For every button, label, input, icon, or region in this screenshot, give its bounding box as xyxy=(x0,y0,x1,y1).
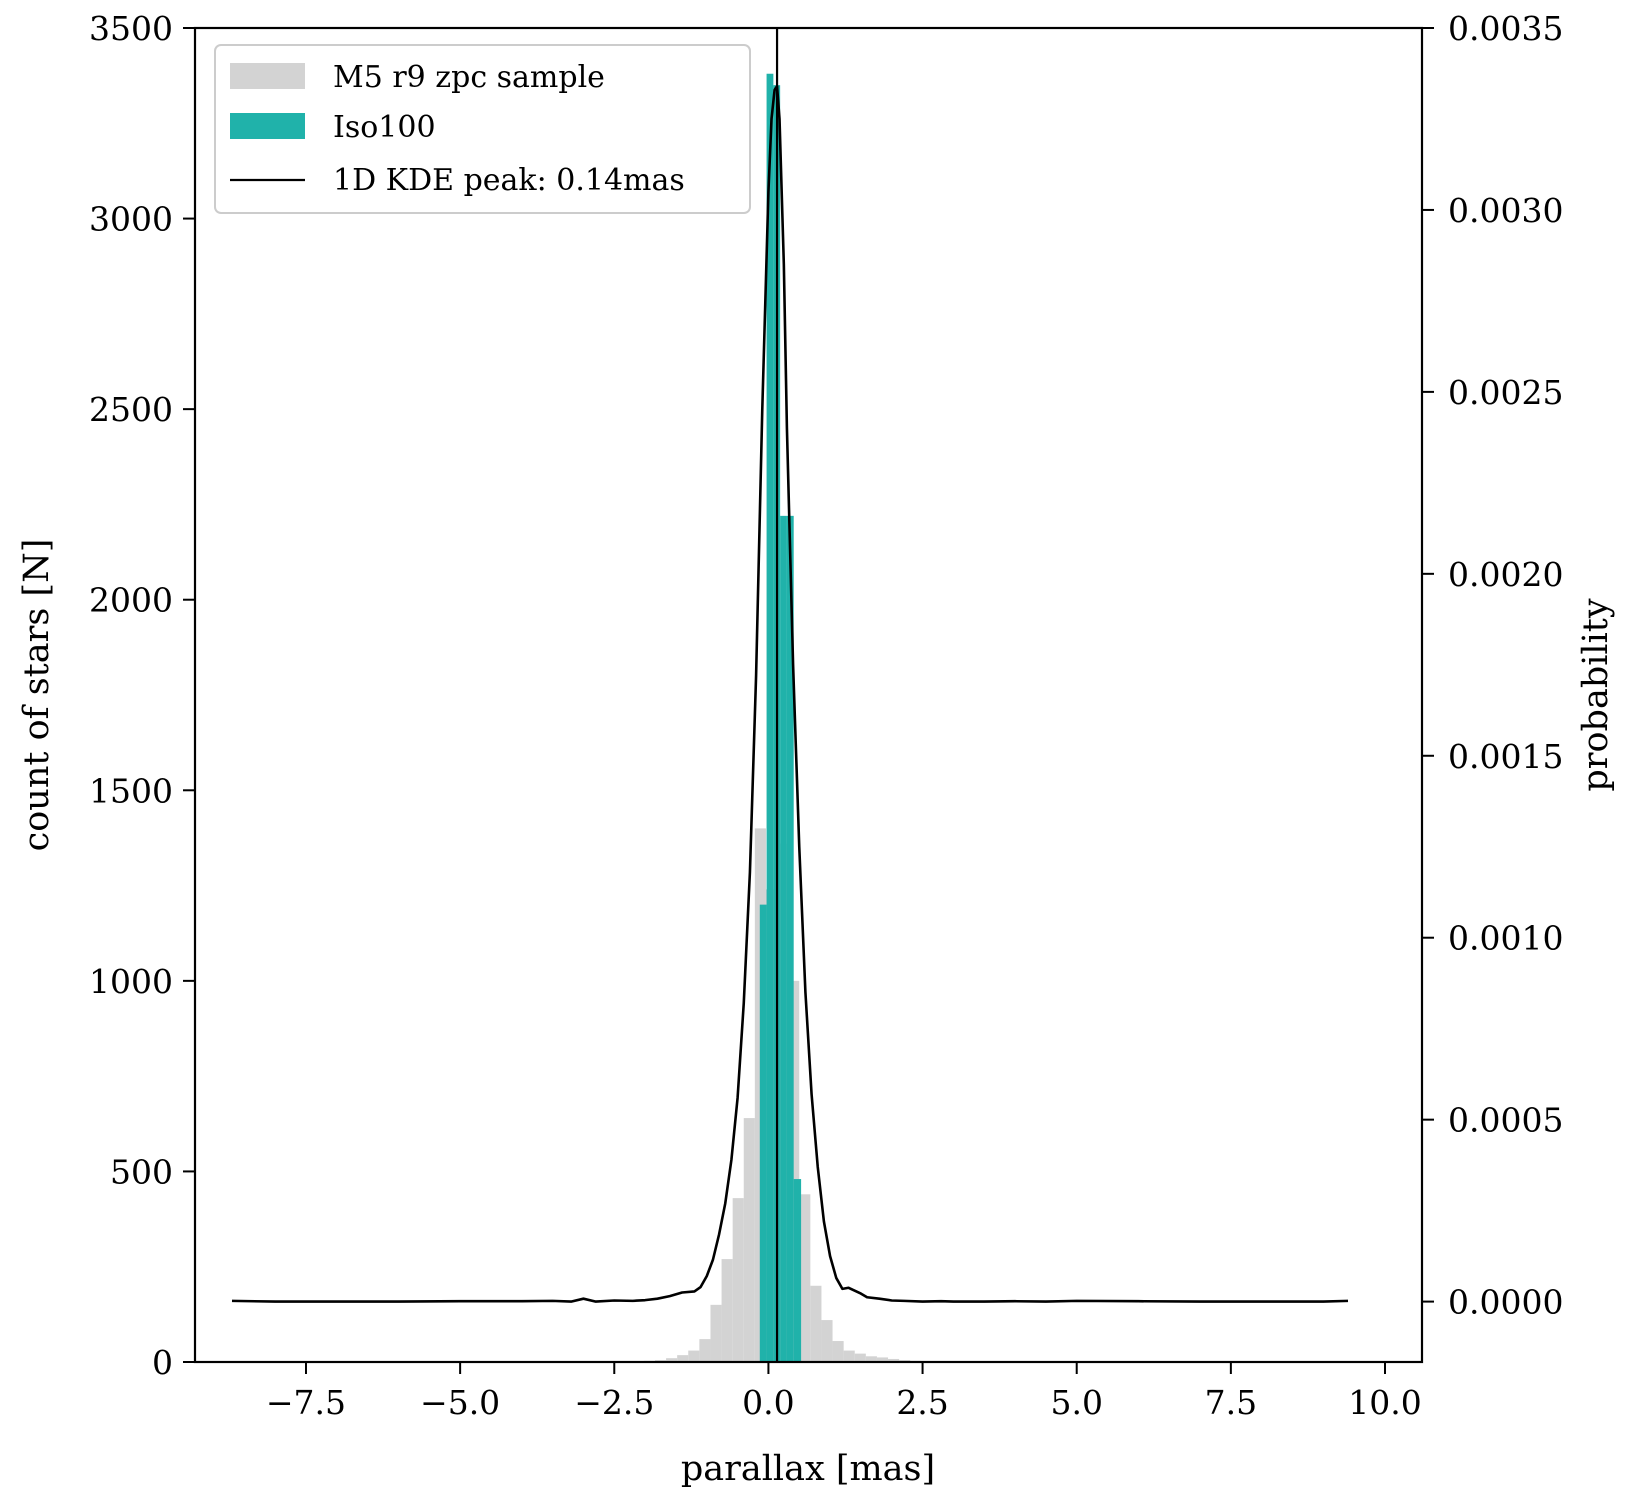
y-tick-label-7: 3500 xyxy=(89,9,173,48)
x-tick-label-2: −2.5 xyxy=(574,1383,654,1422)
legend-swatch-iso100 xyxy=(230,113,305,139)
m5-bar-11 xyxy=(743,1118,755,1362)
legend-frame xyxy=(214,44,751,214)
y-tick-label-1: 500 xyxy=(110,1152,173,1191)
y-tick-label-3: 1500 xyxy=(89,771,173,810)
x-tick-label-4: 2.5 xyxy=(896,1383,948,1422)
y-tick-label-2: 1000 xyxy=(89,962,173,1001)
legend-label-kde: 1D KDE peak: 0.14mas xyxy=(333,163,685,198)
x-tick-label-1: −5.0 xyxy=(420,1383,500,1422)
m5-bar-4 xyxy=(666,1358,678,1362)
y-tick-label-0: 0 xyxy=(152,1343,173,1382)
x-tick-label-3: 0.0 xyxy=(742,1383,794,1422)
m5-bar-20 xyxy=(843,1350,855,1362)
m5-bar-9 xyxy=(721,1259,733,1362)
legend-label-m5: M5 r9 zpc sample xyxy=(333,60,605,95)
iso100-bar-4 xyxy=(786,515,794,1362)
y-tick-label-4: 2000 xyxy=(89,581,173,620)
m5-bar-23 xyxy=(876,1357,889,1362)
iso100-bar-3 xyxy=(780,515,787,1362)
m5-bar-8 xyxy=(710,1304,722,1362)
y2-tick-label-2: 0.0010 xyxy=(1448,919,1563,958)
x-axis-title: parallax [mas] xyxy=(681,1449,935,1489)
m5-bar-16 xyxy=(799,1194,811,1362)
legend-swatch-m5 xyxy=(230,63,305,89)
legend: M5 r9 zpc sample Iso100 1D KDE peak: 0.1… xyxy=(214,44,751,214)
y2-tick-label-6: 0.0030 xyxy=(1448,191,1563,230)
x-tick-label-7: 10.0 xyxy=(1348,1383,1421,1422)
m5-bar-10 xyxy=(732,1198,744,1362)
m5-bar-7 xyxy=(699,1339,711,1362)
y-axis-left-ticks: 0 500 1000 1500 2000 2500 3000 3500 xyxy=(89,9,195,1382)
legend-label-iso100: Iso100 xyxy=(333,110,436,145)
m5-bar-5 xyxy=(677,1355,689,1362)
y2-tick-label-7: 0.0035 xyxy=(1448,9,1563,48)
m5-bar-18 xyxy=(821,1320,833,1362)
y-axis-right-ticks: 0.0000 0.0005 0.0010 0.0015 0.0020 0.0025 0.00… xyxy=(1422,9,1563,1322)
y-axis-right-title: probability xyxy=(1576,598,1616,792)
m5-bar-22 xyxy=(865,1356,877,1362)
x-axis-ticks: −7.5 −5.0 −2.5 0.0 2.5 5.0 7.5 10.0 xyxy=(266,1362,1422,1422)
x-tick-label-5: 5.0 xyxy=(1050,1383,1102,1422)
y2-tick-label-1: 0.0005 xyxy=(1448,1101,1563,1140)
y2-tick-label-4: 0.0020 xyxy=(1448,555,1563,594)
iso100-bar-5 xyxy=(793,1179,802,1362)
m5-bar-19 xyxy=(832,1341,844,1362)
plot-frame xyxy=(193,26,1424,1364)
iso100-bar-0 xyxy=(759,904,767,1362)
m5-bar-21 xyxy=(854,1353,866,1362)
y2-tick-label-5: 0.0025 xyxy=(1448,373,1563,412)
y-axis-title: count of stars [N] xyxy=(17,539,57,852)
y-tick-label-5: 2500 xyxy=(89,390,173,429)
m5-bar-17 xyxy=(810,1285,822,1362)
x-tick-label-0: −7.5 xyxy=(266,1383,346,1422)
y2-tick-label-0: 0.0000 xyxy=(1448,1283,1563,1322)
iso100-bar-1 xyxy=(766,73,774,1362)
m5-bar-6 xyxy=(688,1350,700,1362)
x-tick-label-6: 7.5 xyxy=(1205,1383,1257,1422)
y-tick-label-6: 3000 xyxy=(89,200,173,239)
m5-bar-24 xyxy=(888,1358,900,1362)
y2-tick-label-3: 0.0015 xyxy=(1448,737,1563,776)
